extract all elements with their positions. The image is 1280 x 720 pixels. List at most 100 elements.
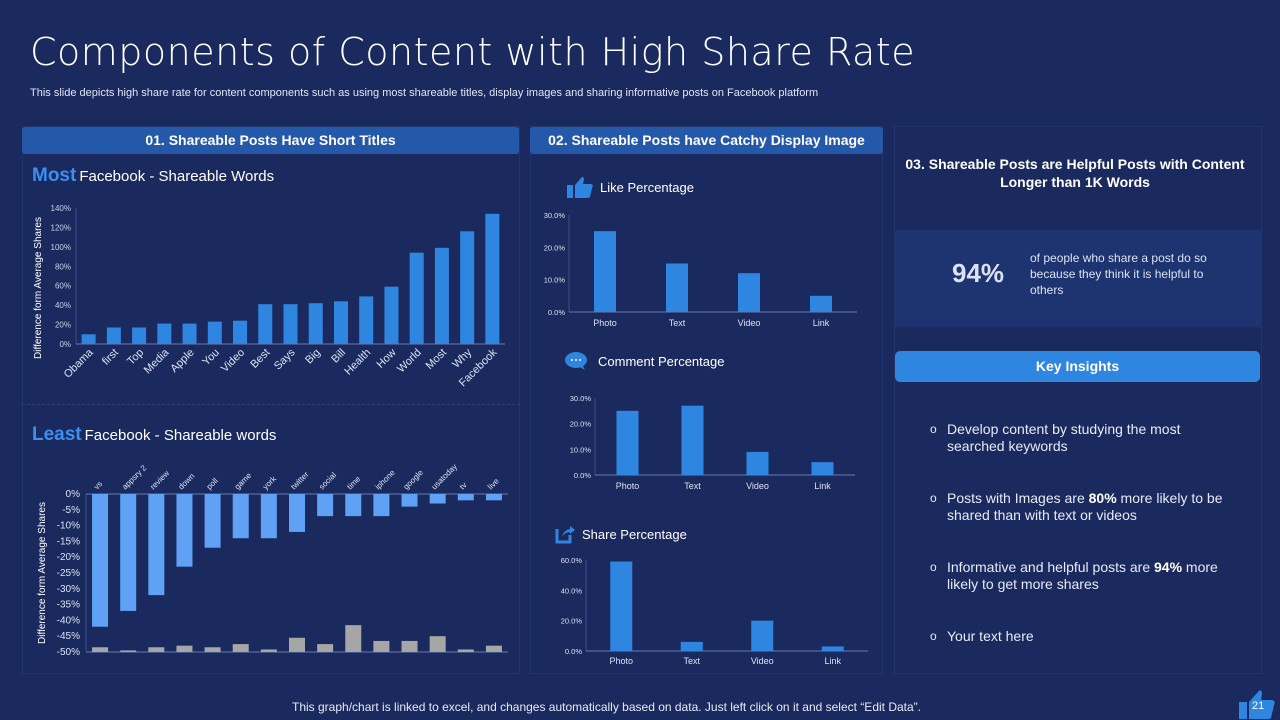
like-percentage-chart[interactable]: 0.0% 10.0% 20.0% 30.0% Photo Text Video Link xyxy=(530,205,883,330)
x-tick-label: Photo xyxy=(616,481,640,491)
y-tick-label: 20% xyxy=(55,321,71,330)
x-tick-label: first xyxy=(100,347,121,368)
least-shareable-chart[interactable]: 0% -5% -10% -15% -20% -25% -30% -35% -40% -45% -50… xyxy=(22,455,520,670)
y-tick-label: 140% xyxy=(51,204,71,213)
y-tick-label: 20.0% xyxy=(570,420,592,429)
y-tick-label: -20% xyxy=(57,552,80,563)
x-tick-label: Big xyxy=(303,347,323,367)
x-tick-label: review xyxy=(148,469,171,492)
page-subtitle: This slide depicts high share rate for c… xyxy=(30,87,819,99)
share-chart-title: Share Percentage xyxy=(582,527,687,542)
y-tick-label: -10% xyxy=(57,521,80,532)
y-tick-label: -5% xyxy=(62,505,80,516)
bar-series2 xyxy=(204,647,221,652)
most-shareable-chart[interactable]: 0% 20% 40% 60% 80% 100% 120% 140% Difference for… xyxy=(22,195,520,400)
x-tick-label: Obama xyxy=(62,346,97,381)
x-tick-label: Text xyxy=(669,318,686,328)
bar-series1 xyxy=(317,494,334,517)
bar xyxy=(384,286,399,344)
most-chart-title-text: Facebook - Shareable Words xyxy=(79,168,275,185)
y-tick-label: 30.0% xyxy=(570,394,592,403)
thumbs-up-icon xyxy=(567,176,593,198)
bar xyxy=(409,252,424,344)
section2-header: 02. Shareable Posts have Catchy Display … xyxy=(530,127,883,154)
y-tick-label: 0.0% xyxy=(548,308,565,317)
y-tick-label: 20.0% xyxy=(544,243,566,252)
x-tick-label: social xyxy=(317,470,338,491)
x-tick-label: Video xyxy=(219,347,247,375)
bar xyxy=(610,561,633,651)
bar-series2 xyxy=(289,637,305,652)
x-tick-label: Link xyxy=(813,318,830,328)
bullet-icon: o xyxy=(930,422,937,436)
x-tick-label: Best xyxy=(248,347,272,371)
y-tick-label: -40% xyxy=(57,615,80,626)
bar xyxy=(106,327,121,344)
x-tick-label: vs xyxy=(92,479,104,491)
least-chart-title-text: Facebook - Shareable words xyxy=(84,427,277,444)
x-tick-label: time xyxy=(345,474,362,491)
x-tick-label: Photo xyxy=(609,656,633,666)
bar-series2 xyxy=(485,645,502,652)
stat-box xyxy=(895,230,1262,327)
y-tick-label: -45% xyxy=(57,631,80,642)
speech-bubble-icon xyxy=(565,352,587,370)
y-tick-label: 20.0% xyxy=(561,617,583,626)
bar xyxy=(666,263,688,312)
bar xyxy=(751,620,774,651)
x-tick-label: Says xyxy=(272,346,298,372)
x-tick-label: game xyxy=(233,471,254,492)
key-insight-text: Develop content by studying the most sea… xyxy=(947,421,1181,454)
thumbs-up-icon xyxy=(1239,690,1275,719)
x-tick-label: Link xyxy=(824,656,841,666)
bar xyxy=(460,231,475,344)
comment-percentage-chart[interactable]: 0.0% 10.0% 20.0% 30.0% Photo Text Video Link xyxy=(530,388,883,498)
x-tick-label: york xyxy=(261,474,279,492)
bar-series1 xyxy=(176,494,193,567)
key-insight-text: Informative and helpful posts are 94% mo… xyxy=(947,559,1218,592)
key-insight-item: o Your text here xyxy=(930,628,1230,645)
bar xyxy=(81,334,96,344)
key-insights-header: Key Insights xyxy=(895,351,1260,382)
bar-series1 xyxy=(401,494,418,507)
bullet-icon: o xyxy=(930,560,937,574)
bar-series1 xyxy=(232,494,249,539)
bar xyxy=(821,646,844,651)
key-insight-text: Your text here xyxy=(947,628,1034,644)
x-tick-label: down xyxy=(177,472,197,492)
stat-value: 94% xyxy=(952,258,1005,288)
bar-series2 xyxy=(120,650,137,652)
bar-series1 xyxy=(373,494,390,517)
bar-series2 xyxy=(148,647,165,652)
bar xyxy=(132,327,147,344)
x-tick-label: Text xyxy=(683,656,700,666)
comment-chart-title: Comment Percentage xyxy=(598,354,725,369)
bar xyxy=(680,641,703,651)
bar xyxy=(810,295,832,312)
least-chart-title: Least Facebook - Shareable words xyxy=(32,424,276,446)
bar-series2 xyxy=(260,649,277,652)
page-number-badge: 21 xyxy=(1238,688,1276,720)
y-tick-label: 40% xyxy=(55,301,71,310)
footer-note: This graph/chart is linked to excel, and… xyxy=(292,700,921,714)
x-tick-label: Text xyxy=(684,481,701,491)
bar xyxy=(233,320,248,344)
section3-header: 03. Shareable Posts are Helpful Posts wi… xyxy=(905,156,1245,190)
bullet-icon: o xyxy=(930,491,937,505)
section1-header: 01. Shareable Posts Have Short Titles xyxy=(22,127,519,154)
bar-series2 xyxy=(457,649,474,652)
x-tick-label: You xyxy=(200,347,222,369)
bar xyxy=(207,321,222,344)
x-tick-label: Video xyxy=(751,656,774,666)
bar-series1 xyxy=(260,494,277,539)
bar xyxy=(616,410,639,475)
least-chart-emphasis: Least xyxy=(32,424,82,445)
share-percentage-chart[interactable]: 0.0% 20.0% 40.0% 60.0% Photo Text Video Link xyxy=(530,552,883,672)
bar xyxy=(681,405,704,475)
y-tick-label: 0% xyxy=(66,489,81,500)
y-tick-label: 80% xyxy=(55,262,71,271)
key-insight-item: o Posts with Images are 80% more likely t… xyxy=(930,490,1230,524)
x-tick-label: Health xyxy=(342,347,373,378)
y-tick-label: -30% xyxy=(57,584,80,595)
share-arrow-icon xyxy=(555,526,575,544)
